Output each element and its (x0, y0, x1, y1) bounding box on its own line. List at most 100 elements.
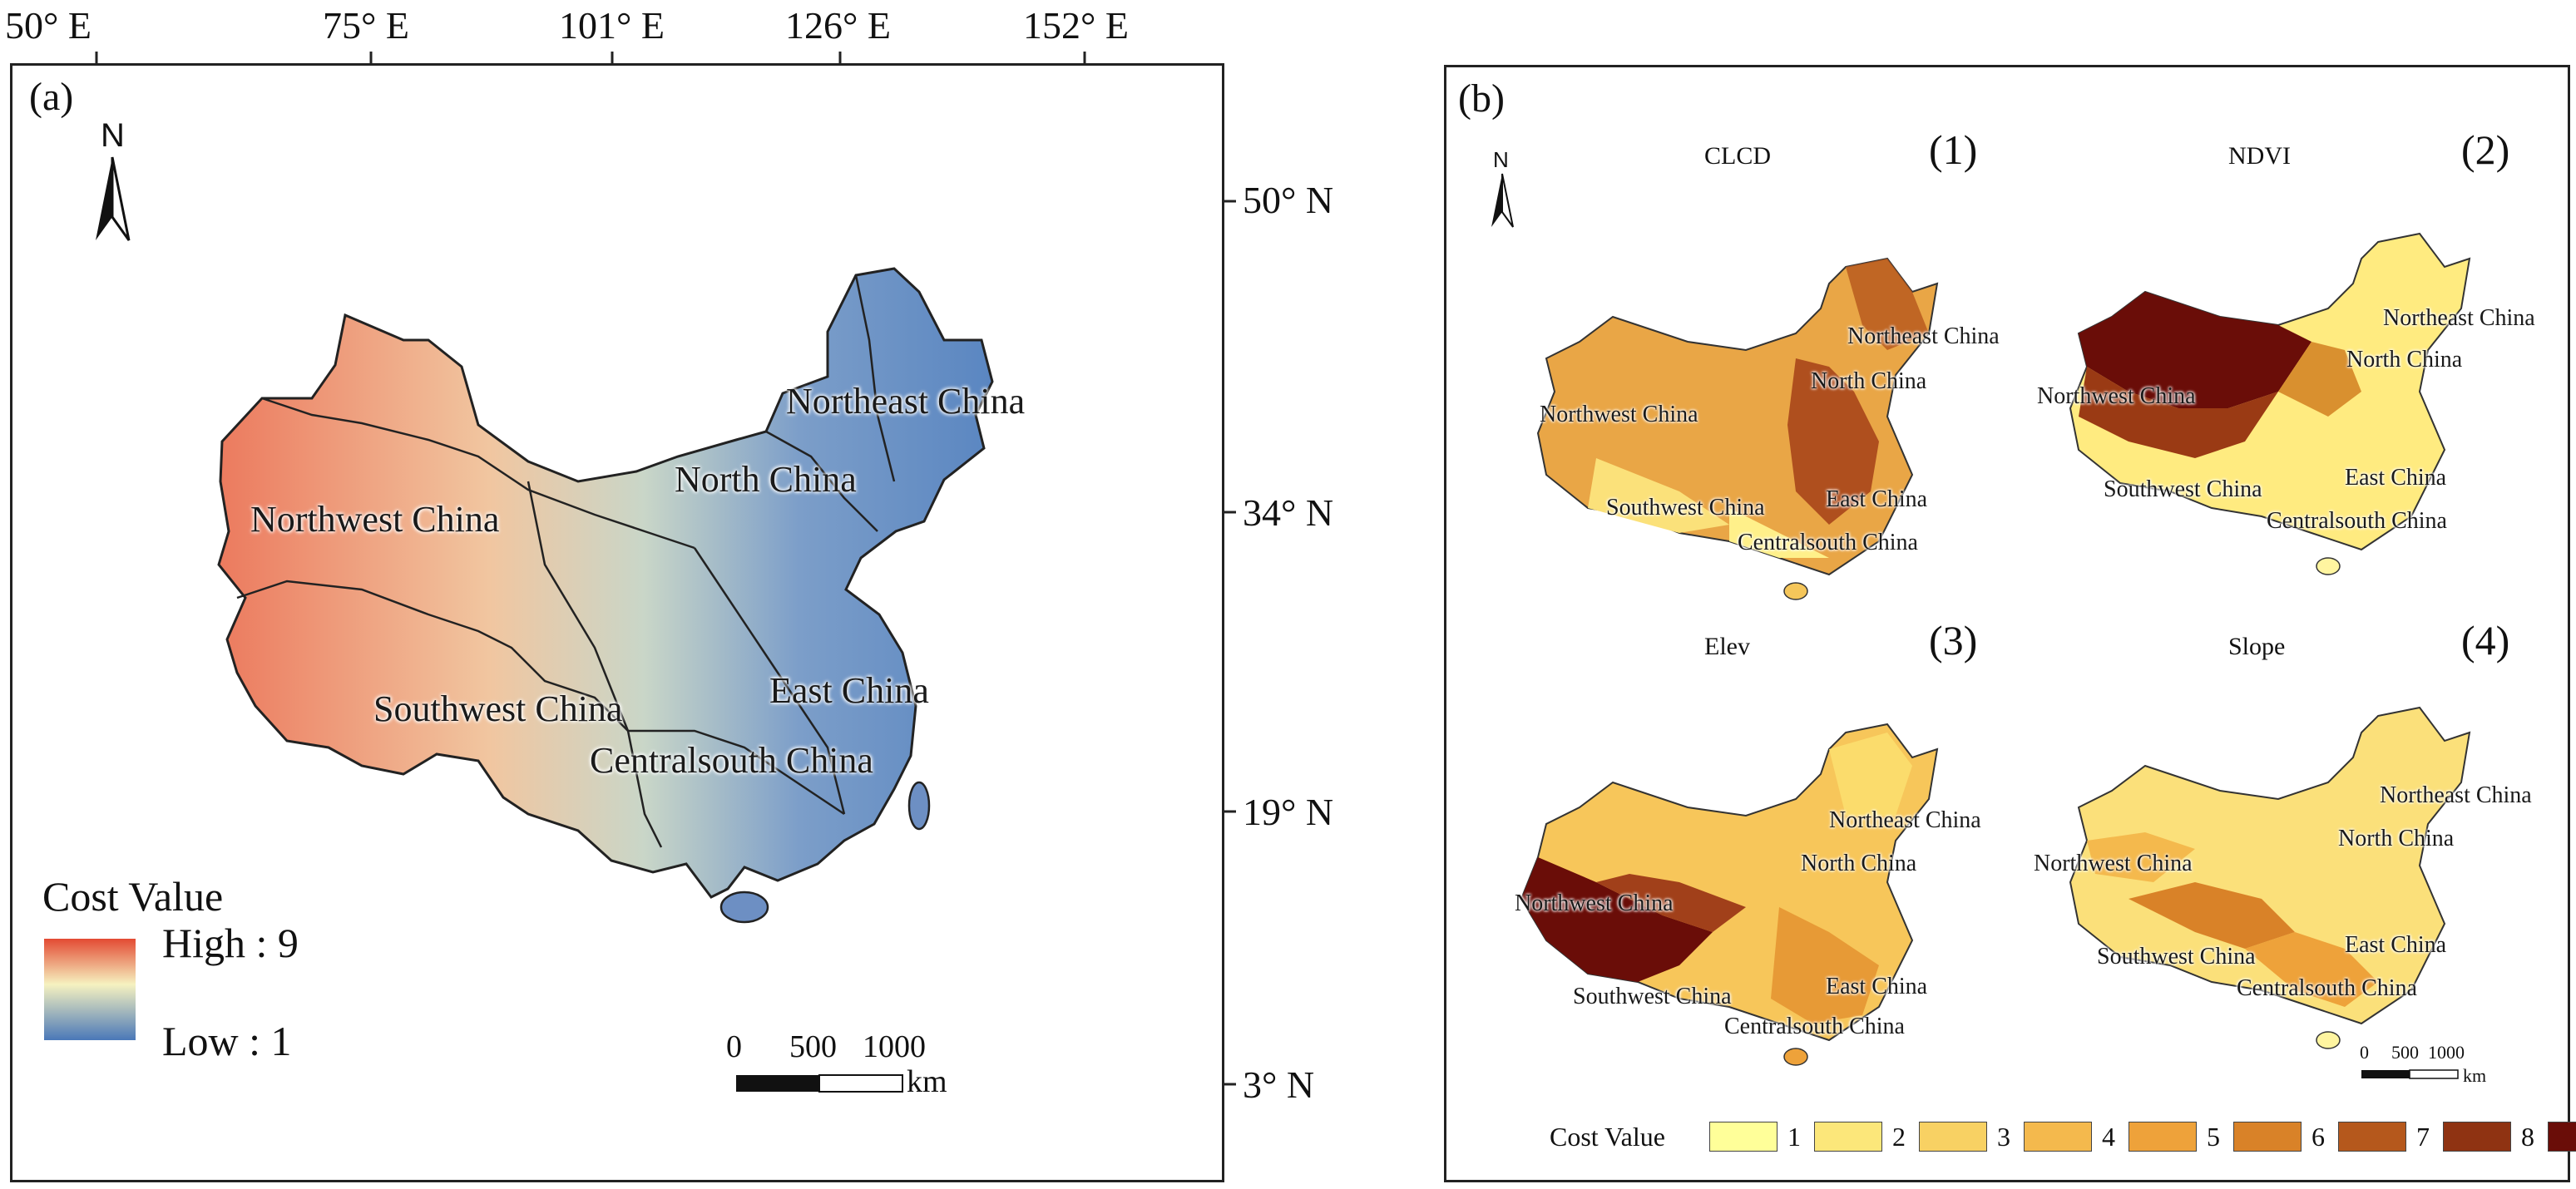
legend-class-value: 2 (1892, 1121, 1906, 1152)
legend-class-item: 3 (1919, 1122, 2010, 1152)
submap-number: (3) (1929, 617, 1978, 664)
region-label: Centralsouth China (1738, 530, 1918, 555)
panel-b-frame: (b) N CLCD (1) Northeast China North Chi… (1444, 65, 2576, 1182)
scale-label-1000: 1000 (863, 1029, 926, 1064)
top-tick-label: 152° E (1023, 4, 1129, 47)
legend-high-label: High : 9 (162, 920, 299, 966)
legend-title: Cost Value (1550, 1122, 1665, 1152)
region-label: Northeast China (1847, 323, 2000, 349)
legend-color-swatch (1709, 1122, 1777, 1152)
region-label-east: East China (769, 670, 929, 711)
right-tick-label: 50° N (1243, 179, 1334, 221)
region-label: North China (1811, 368, 1927, 394)
region-label: Northwest China (2037, 383, 2196, 409)
region-label-northwest: Northwest China (250, 499, 500, 540)
submap-title: NDVI (2228, 142, 2291, 170)
panel-a-ticks (95, 52, 1236, 1086)
legend-class-value: 4 (2102, 1121, 2115, 1152)
north-arrow-icon: N (79, 117, 146, 242)
legend-class-value: 3 (1997, 1121, 2010, 1152)
scale-label-500: 500 (2391, 1042, 2419, 1063)
legend-color-swatch (1814, 1122, 1882, 1152)
region-label: Centralsouth China (2237, 975, 2417, 1001)
legend-color-swatch (1919, 1122, 1987, 1152)
region-label: Northeast China (2380, 782, 2532, 808)
region-label: East China (1826, 974, 1928, 999)
scale-bar (736, 1074, 903, 1093)
region-label: Centralsouth China (1724, 1014, 1905, 1039)
legend-color-swatch (2024, 1122, 2092, 1152)
legend-class-item: 5 (2129, 1122, 2220, 1152)
china-cost-map (217, 267, 994, 924)
scale-label-1000: 1000 (2428, 1042, 2465, 1063)
legend-class-item: 7 (2338, 1122, 2430, 1152)
north-arrow-icon: N (1481, 147, 1523, 230)
submap-title: CLCD (1704, 142, 1772, 170)
submap-ndvi: NDVI (2) Northeast China North China Nor… (2029, 126, 2561, 641)
region-label-centralsouth: Centralsouth China (590, 740, 873, 781)
scale-label-500: 500 (789, 1029, 837, 1064)
top-tick-label: 50° E (5, 4, 91, 47)
region-label: Northwest China (1540, 402, 1698, 427)
scale-unit: km (2463, 1065, 2487, 1086)
legend-class-item: 4 (2024, 1122, 2115, 1152)
region-label: North China (1801, 851, 1917, 876)
legend-class-item: 9 (2548, 1122, 2576, 1152)
submap-slope: Slope (4) Northeast China North China No… (2029, 617, 2561, 1132)
legend-class-item: 1 (1709, 1122, 1801, 1152)
scale-unit: km (907, 1064, 947, 1099)
region-label: Southwest China (2097, 944, 2256, 969)
legend-class-value: 8 (2521, 1121, 2534, 1152)
legend-color-swatch (2129, 1122, 2197, 1152)
top-tick-label: 101° E (559, 4, 665, 47)
legend-color-swatch (2233, 1122, 2302, 1152)
region-label-southwest: Southwest China (373, 688, 623, 729)
submap-number: (2) (2461, 126, 2510, 173)
legend-class-value: 6 (2311, 1121, 2325, 1152)
scale-bar (2361, 1069, 2459, 1079)
submap-clcd: CLCD (1) Northeast China North China Nor… (1496, 126, 2029, 641)
submap-title: Elev (1704, 633, 1750, 660)
legend-class-item: 2 (1814, 1122, 1906, 1152)
legend-low-label: Low : 1 (162, 1018, 292, 1064)
region-label: Northeast China (2383, 305, 2535, 331)
legend-class-item: 6 (2233, 1122, 2325, 1152)
region-label-north: North China (675, 459, 857, 500)
region-label: East China (2345, 465, 2447, 491)
submap-number: (4) (2461, 617, 2510, 664)
legend-color-swatch (2443, 1122, 2511, 1152)
top-tick-label: 126° E (785, 4, 891, 47)
submap-title: Slope (2228, 633, 2286, 660)
panel-a-frame: (a) N Northeast China North China Northw… (10, 52, 1236, 1182)
right-tick-label: 3° N (1243, 1063, 1315, 1106)
legend-class-value: 7 (2416, 1121, 2430, 1152)
legend-class-value: 1 (1787, 1121, 1801, 1152)
panel-b-label: (b) (1458, 76, 1505, 121)
submap-elev: Elev (3) Northeast China North China Nor… (1496, 617, 2029, 1132)
legend-class-item: 8 (2443, 1122, 2534, 1152)
right-tick-label: 34° N (1243, 491, 1334, 534)
legend-color-swatch (2338, 1122, 2406, 1152)
region-label: Centralsouth China (2267, 508, 2447, 534)
scale-label-0: 0 (726, 1029, 742, 1064)
cost-class-legend: 1 2 3 4 5 6 7 89 (1709, 1118, 2576, 1155)
region-label: Northeast China (1829, 807, 1981, 833)
region-label: North China (2346, 347, 2463, 372)
region-label: Southwest China (1573, 984, 1732, 1009)
submap-number: (1) (1929, 126, 1978, 173)
region-label: Northwest China (2034, 851, 2193, 876)
right-tick-label: 19° N (1243, 791, 1334, 833)
region-label: North China (2338, 826, 2455, 851)
top-tick-label: 75° E (323, 4, 409, 47)
region-label: Northwest China (1515, 891, 1674, 916)
legend-gradient-bar (44, 939, 136, 1040)
panel-a-label: (a) (29, 75, 74, 119)
scale-label-0: 0 (2360, 1042, 2369, 1063)
region-label: Southwest China (1606, 495, 1765, 520)
region-label: East China (2345, 932, 2447, 958)
region-label-northeast: Northeast China (786, 381, 1026, 422)
region-label: East China (1826, 486, 1928, 512)
legend-title: Cost Value (42, 873, 224, 920)
legend-color-swatch (2548, 1122, 2576, 1152)
legend-class-value: 5 (2207, 1121, 2220, 1152)
